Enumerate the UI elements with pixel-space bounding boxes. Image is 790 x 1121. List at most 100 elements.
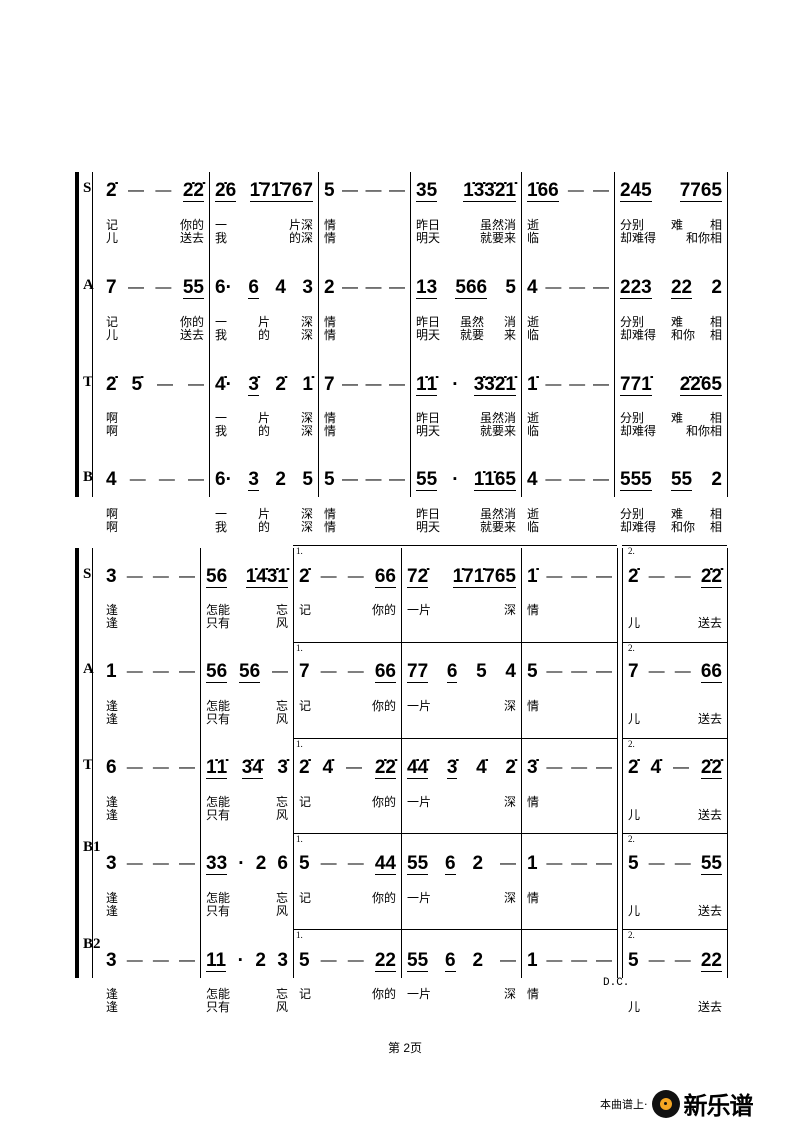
note: 1̇1̇65 bbox=[473, 469, 516, 491]
system-line bbox=[92, 548, 93, 978]
dash-extension: — bbox=[674, 568, 691, 585]
note: 2̇2̇ bbox=[700, 566, 722, 588]
barline bbox=[521, 172, 522, 497]
dash-extension: — bbox=[569, 376, 586, 393]
note: 5 bbox=[628, 950, 639, 971]
dash-extension: — bbox=[126, 952, 143, 969]
dash-extension: — bbox=[674, 855, 691, 872]
system-bracket bbox=[75, 548, 79, 978]
note: 55 bbox=[670, 469, 693, 491]
lyric-word: 情 bbox=[324, 218, 337, 232]
note: 6 bbox=[445, 853, 456, 875]
lyric-word: 深 bbox=[300, 507, 313, 521]
lyric-word: 的 bbox=[257, 328, 270, 342]
lyric-word: 儿 bbox=[106, 328, 119, 342]
note: 6 bbox=[446, 661, 458, 683]
note: 4̇4̇ bbox=[407, 757, 429, 779]
lyric-word: 儿 bbox=[628, 904, 641, 918]
lyric-line: 我的深 bbox=[215, 521, 313, 534]
lyric-word: 一 bbox=[215, 507, 228, 521]
note: 3 bbox=[302, 277, 313, 298]
lyric-word: 啊 bbox=[106, 507, 119, 521]
ending-2-label: 2. bbox=[628, 643, 635, 653]
lyric-word: 一片 bbox=[407, 987, 432, 1001]
lyric-word: 记 bbox=[299, 987, 312, 1001]
lyric-word: 情 bbox=[527, 699, 540, 713]
dash-extension: — bbox=[571, 759, 588, 776]
dash-extension: — bbox=[126, 568, 143, 585]
lyric-line: 只有 风 bbox=[206, 713, 288, 726]
measure: 56 56 — bbox=[206, 659, 288, 683]
measure: 3 — — — bbox=[106, 851, 195, 875]
lyric-word: 只有 bbox=[206, 808, 231, 822]
system-line bbox=[92, 172, 93, 497]
lyric-word: 逢 bbox=[106, 616, 119, 630]
note: · bbox=[452, 374, 459, 395]
measure: 2̇ 4̇ — 2̇2̇ bbox=[299, 755, 396, 779]
lyric-line: 一片深 bbox=[215, 508, 313, 521]
lyric-line: 临 bbox=[527, 232, 609, 245]
lyric-word: 只有 bbox=[206, 904, 231, 918]
lyric-word: 虽然消 bbox=[479, 507, 516, 521]
dash-extension: — bbox=[179, 663, 195, 680]
dash-extension: — bbox=[152, 855, 169, 872]
lyric-line: 明天 就要 来 bbox=[416, 329, 516, 342]
lyric-line: 怎能 忘 bbox=[206, 604, 288, 617]
page-number: 第 2页 bbox=[388, 1041, 423, 1055]
lyric-word: 和你相 bbox=[685, 424, 722, 438]
lyric-line: 儿 送去 bbox=[106, 232, 204, 245]
measure: 4 — — — bbox=[527, 467, 609, 491]
lyric-word: 昨日 bbox=[416, 411, 441, 425]
note: 2 bbox=[472, 853, 484, 874]
note: 2̇ bbox=[299, 757, 310, 778]
dash-extension: — bbox=[592, 471, 609, 488]
lyric-line: 逢 bbox=[106, 905, 195, 918]
footer-watermark: 本曲谱上· 新乐谱 bbox=[600, 1086, 754, 1121]
lyric-word: 逢 bbox=[106, 603, 119, 617]
dash-extension: — bbox=[347, 568, 364, 585]
lyric-word: 逝 bbox=[527, 315, 540, 329]
lyric-word: 和你相 bbox=[685, 231, 722, 245]
note: 1̇66 bbox=[527, 180, 559, 202]
dash-extension: — bbox=[345, 759, 362, 776]
lyric-word: 情 bbox=[324, 507, 337, 521]
dash-extension: — bbox=[365, 376, 382, 393]
dash-extension: — bbox=[648, 952, 665, 969]
lyric-line: 却难得 和你相 bbox=[620, 232, 722, 245]
note: 55 bbox=[182, 277, 204, 299]
dash-extension: — bbox=[342, 279, 359, 296]
measure: 6· 3 2 5 bbox=[215, 467, 313, 491]
lyric-word: 记 bbox=[106, 315, 119, 329]
note: 55 bbox=[700, 853, 722, 875]
barline bbox=[209, 172, 210, 497]
measure: 4̇· 3̇ 2̇ 1̇ bbox=[215, 372, 313, 396]
lyric-word: 送去 bbox=[179, 231, 204, 245]
system-bracket bbox=[75, 172, 79, 497]
lyric-word: 你的 bbox=[179, 315, 204, 329]
note: 2 bbox=[711, 469, 722, 490]
dash-extension: — bbox=[152, 663, 169, 680]
lyric-word: 分别 bbox=[620, 218, 645, 232]
dash-extension: — bbox=[595, 568, 612, 585]
lyric-line: 啊 bbox=[106, 412, 204, 425]
lyric-word: 啊 bbox=[106, 424, 119, 438]
barline bbox=[521, 548, 522, 978]
lyric-line: 只有 风 bbox=[206, 1001, 288, 1014]
note: 6· bbox=[215, 277, 232, 298]
lyric-word: 逢 bbox=[106, 699, 119, 713]
ending-1-label: 1. bbox=[296, 643, 303, 653]
lyric-word: 临 bbox=[527, 424, 540, 438]
lyric-word: 却难得 bbox=[620, 231, 657, 245]
lyric-line: 昨日 虽然消 bbox=[416, 508, 516, 521]
lyric-line: 情 bbox=[324, 329, 405, 342]
ending-1-label: 1. bbox=[296, 930, 303, 940]
brand-logo-text: 新乐谱 bbox=[683, 1092, 754, 1120]
barline bbox=[318, 172, 319, 497]
note: 5 bbox=[302, 469, 313, 490]
ending-1-bracket bbox=[293, 545, 617, 546]
dash-extension: — bbox=[546, 568, 563, 585]
note: 2̇ bbox=[275, 374, 286, 395]
lyric-line: 儿 送去 bbox=[628, 905, 722, 918]
lyric-line: 临 bbox=[527, 425, 609, 438]
barline bbox=[614, 172, 615, 497]
